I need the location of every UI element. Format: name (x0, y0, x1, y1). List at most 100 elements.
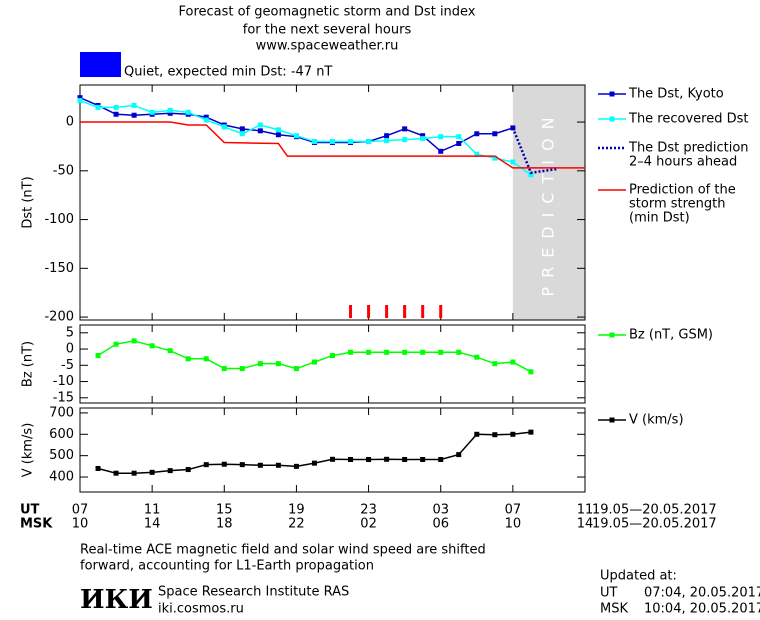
series-point (311, 460, 317, 466)
y-tick-label: -200 (44, 310, 74, 325)
series-point (203, 462, 209, 468)
y-tick-label: -50 (53, 163, 74, 178)
updated-ut-time: 07:04, 20.05.2017 (644, 586, 760, 601)
x-tick-label-msk: 14 (144, 517, 161, 532)
series-point (492, 155, 498, 161)
series-point (420, 136, 426, 142)
series-point (203, 117, 209, 123)
series-point (239, 462, 245, 468)
panel-frame (79, 407, 586, 493)
series-point (131, 470, 137, 476)
x-tick-label: 19 (288, 503, 305, 518)
x-tick-label: 11 (577, 503, 594, 518)
series-point (402, 137, 408, 143)
series-point (311, 359, 317, 365)
updated-title: Updated at: (600, 569, 677, 584)
series-point (348, 349, 354, 355)
series-point (149, 343, 155, 349)
x-tick-label-msk: 10 (505, 517, 522, 532)
series-line (511, 127, 559, 175)
legend-marker (609, 116, 615, 122)
series-point (438, 457, 444, 463)
series-point (239, 366, 245, 372)
prediction-label: PREDICTION (538, 108, 557, 296)
legend-label: The Dst, Kyoto (628, 87, 724, 102)
series-point (348, 457, 354, 463)
series-point (257, 122, 263, 128)
series-point (510, 359, 516, 365)
x-tick-label: 07 (72, 503, 89, 518)
series-point (167, 110, 173, 116)
title-line: Forecast of geomagnetic storm and Dst in… (178, 5, 475, 20)
y-tick-label: 5 (66, 325, 74, 340)
series-point (113, 111, 119, 117)
series-point (185, 356, 191, 362)
note-line: Real-time ACE magnetic field and solar w… (80, 543, 486, 558)
legend-label: V (km/s) (629, 413, 684, 428)
series-point (221, 366, 227, 372)
y-tick-label: 500 (49, 448, 74, 463)
series-point (203, 356, 209, 362)
x-tick-label-msk: 22 (288, 517, 305, 532)
note-line: forward, accounting for L1-Earth propaga… (80, 559, 374, 574)
series-point (221, 461, 227, 467)
series-point (474, 431, 480, 437)
y-tick-label: -10 (53, 374, 74, 389)
y-tick-label: 0 (66, 342, 74, 357)
series-point (456, 141, 462, 147)
series-point (384, 138, 390, 144)
series-point (402, 457, 408, 463)
series-point (456, 134, 462, 140)
y-tick-label: 700 (49, 405, 74, 420)
series-point (438, 134, 444, 140)
x-tick-label-msk: 14 (577, 517, 594, 532)
date-range: 19.05—20.05.2017 (592, 517, 717, 532)
series-point (420, 133, 426, 139)
series-point (239, 131, 245, 137)
series-point (420, 349, 426, 355)
x-tick-label-msk: 10 (72, 517, 89, 532)
panel-frame (79, 84, 586, 321)
series-point (510, 159, 516, 165)
series-line (79, 96, 514, 153)
legend-label: (min Dst) (629, 211, 690, 226)
series-point (402, 349, 408, 355)
series-point (330, 456, 335, 462)
institute-name: Space Research Institute RAS (158, 585, 349, 600)
series-point (528, 429, 534, 435)
series-point (438, 148, 444, 154)
title-line: www.spaceweather.ru (256, 39, 399, 54)
series-point (131, 338, 137, 344)
y-tick-label: 400 (49, 470, 74, 485)
series-line (79, 99, 532, 176)
y-axis-label: V (km/s) (21, 423, 36, 478)
y-axis-label: Bz (nT) (21, 341, 36, 387)
series-point (113, 470, 119, 476)
series-point (185, 467, 191, 473)
series-point (384, 133, 390, 139)
series-point (311, 139, 317, 145)
x-tick-label-msk: 06 (432, 517, 449, 532)
series-point (474, 354, 480, 360)
series-point (293, 133, 299, 139)
series-point (438, 349, 444, 355)
x-tick-label: 11 (144, 503, 161, 518)
legend-label: 2–4 hours ahead (629, 155, 737, 170)
legend-label: The recovered Dst (628, 112, 748, 127)
series-point (528, 369, 534, 375)
legend-label: storm strength (629, 197, 726, 212)
legend-marker (609, 91, 615, 97)
series-point (203, 114, 209, 120)
series-point (275, 361, 281, 367)
status-box (80, 52, 121, 77)
prediction-zone (512, 85, 585, 320)
series-point (293, 463, 299, 469)
series-point (77, 95, 83, 101)
institute-logo: ИКИ (80, 585, 153, 615)
x-tick-label: 07 (505, 503, 522, 518)
series-point (95, 465, 101, 471)
y-tick-label: -150 (44, 261, 74, 276)
legend-marker (609, 332, 615, 338)
series-point (275, 462, 281, 468)
x-tick-label-msk: 02 (360, 517, 377, 532)
